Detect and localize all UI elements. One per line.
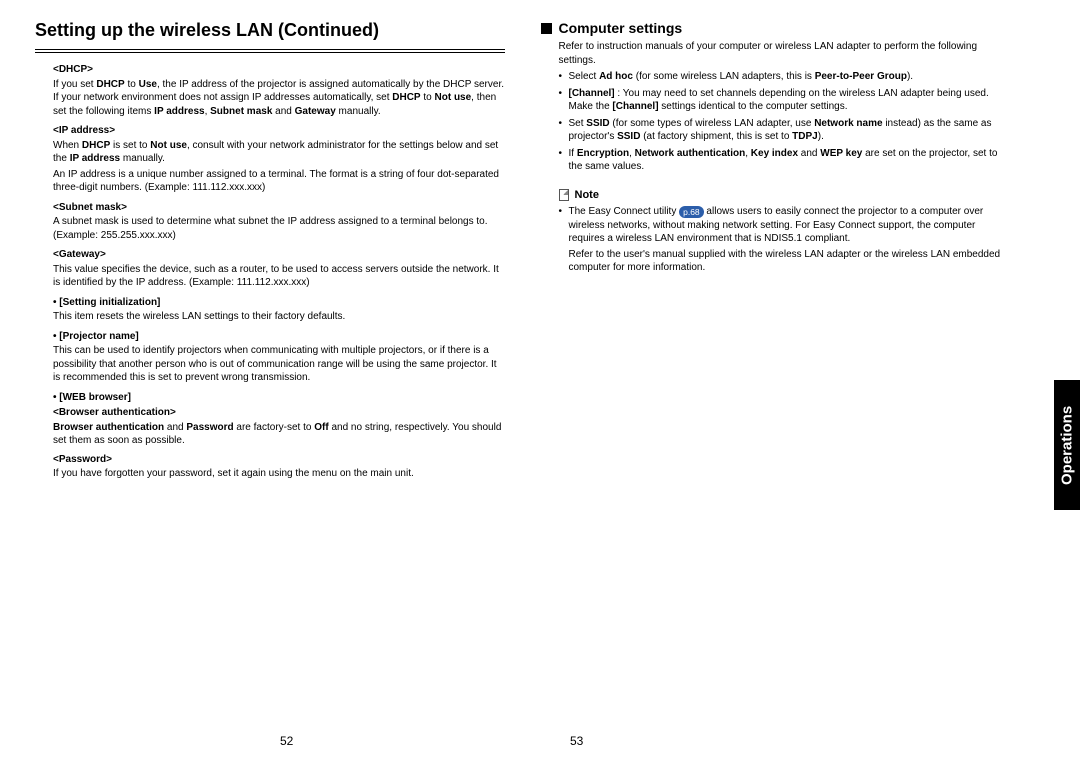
intro-para: Refer to instruction manuals of your com… — [559, 40, 1011, 67]
ip-para1: When DHCP is set to Not use, consult wit… — [53, 139, 505, 166]
note-icon — [559, 189, 569, 201]
web-browser-item: • [WEB browser] <Browser authentication>… — [53, 391, 505, 481]
note-head: Note — [559, 188, 1011, 203]
title-rule — [35, 49, 505, 53]
bullet-adhoc: • Select Ad hoc (for some wireless LAN a… — [559, 70, 1011, 84]
bullet-encryption: • If Encryption, Network authentication,… — [559, 147, 1011, 174]
bullet-channel: • [Channel] : You may need to set channe… — [559, 87, 1011, 114]
ip-para2: An IP address is a unique number assigne… — [53, 168, 505, 195]
dhcp-para: If you set DHCP to Use, the IP address o… — [53, 78, 505, 119]
ip-head: <IP address> — [53, 124, 505, 138]
right-content: Refer to instruction manuals of your com… — [541, 40, 1011, 275]
subnet-para: A subnet mask is used to determine what … — [53, 215, 505, 242]
subnet-head: <Subnet mask> — [53, 201, 505, 215]
square-bullet-icon — [541, 23, 552, 34]
computer-settings-head: Computer settings — [541, 20, 1011, 36]
gateway-para: This value specifies the device, such as… — [53, 263, 505, 290]
left-content: <DHCP> If you set DHCP to Use, the IP ad… — [35, 63, 505, 481]
projector-name-item: • [Projector name] This can be used to i… — [53, 330, 505, 385]
note-body: • The Easy Connect utility p.68 allows u… — [559, 205, 1011, 275]
side-tab-operations: Operations — [1054, 380, 1080, 510]
page-ref-badge: p.68 — [679, 206, 704, 218]
setting-init-item: • [Setting initialization] This item res… — [53, 296, 505, 324]
page-number-left: 52 — [280, 734, 293, 748]
page-number-right: 53 — [570, 734, 583, 748]
page-title: Setting up the wireless LAN (Continued) — [35, 20, 505, 41]
gateway-head: <Gateway> — [53, 248, 505, 262]
dhcp-head: <DHCP> — [53, 63, 505, 77]
bullet-ssid: • Set SSID (for some types of wireless L… — [559, 117, 1011, 144]
